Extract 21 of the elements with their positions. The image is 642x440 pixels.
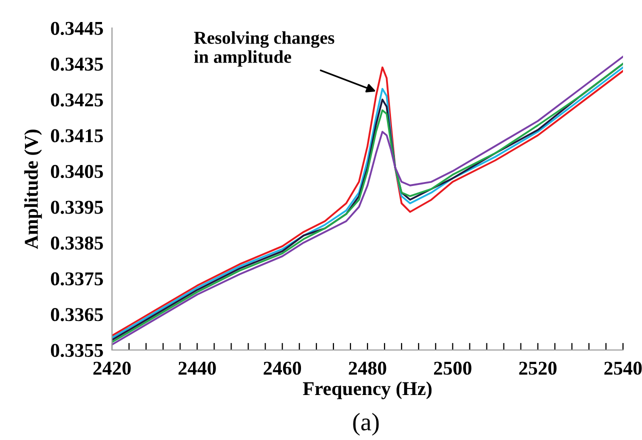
x-tick-label: 2520 [519,362,557,375]
y-tick-label: 0.3445 [50,22,103,36]
y-tick-label: 0.3415 [50,129,103,142]
annotation: Resolving changes in amplitude [194,31,334,67]
x-tick-label: 2500 [434,362,472,375]
y-tick-label: 0.3385 [50,236,103,250]
y-tick-label: 0.3405 [50,164,103,178]
y-tick-label: 0.3425 [50,93,103,107]
y-axis-title: Amplitude (V) [24,130,42,250]
x-tick-label: 2540 [604,362,642,375]
y-tick-label: 0.3435 [50,58,103,71]
y-tick-label: 0.3375 [50,272,103,286]
x-axis-title: Frequency (Hz) [302,382,432,400]
x-tick-label: 2460 [264,362,302,375]
x-tick-label: 2480 [348,362,386,375]
x-tick-label: 2420 [93,362,131,375]
x-tick-label: 2440 [178,362,216,375]
text: (a) [353,412,379,436]
y-tick-label: 0.3355 [50,344,103,358]
y-tick-label: 0.3395 [50,200,103,214]
y-tick-label: 0.3365 [50,308,103,322]
